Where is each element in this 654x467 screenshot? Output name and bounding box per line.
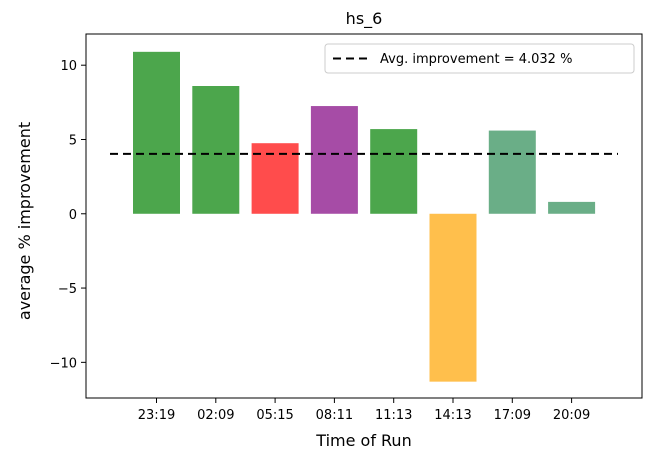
bar-2319 — [133, 51, 180, 214]
bar-0811 — [310, 106, 358, 214]
legend: Avg. improvement = 4.032 % — [324, 43, 635, 74]
y-tick-label: −10 — [50, 356, 77, 371]
x-tick-label: 02:09 — [197, 408, 234, 423]
y-tick-label: −5 — [58, 282, 77, 297]
y-tick-label: 0 — [69, 208, 77, 223]
y-tick-label: 10 — [60, 59, 77, 74]
legend-label: Avg. improvement = 4.032 % — [380, 52, 572, 67]
y-tick-label: 5 — [69, 133, 77, 148]
x-tick-label: 11:13 — [375, 408, 412, 423]
y-axis: −10 −5 0 5 10 — [50, 59, 86, 371]
x-axis: 23:19 02:09 05:15 08:11 11:13 14:13 17:09 20:09 — [138, 398, 590, 423]
y-axis-title: average % improvement — [15, 122, 34, 320]
legend-box — [324, 43, 635, 74]
x-tick-label: 20:09 — [553, 408, 590, 423]
bars-group — [133, 51, 596, 382]
plot-frame — [85, 33, 643, 399]
bar-1113 — [370, 129, 418, 214]
bar-2009 — [548, 201, 596, 214]
x-tick-label: 17:09 — [494, 408, 531, 423]
x-axis-title: Time of Run — [315, 431, 411, 450]
x-tick-label: 08:11 — [316, 408, 353, 423]
x-tick-label: 14:13 — [434, 408, 471, 423]
chart-title: hs_6 — [346, 9, 383, 29]
bar-1413 — [429, 213, 477, 382]
x-tick-label: 05:15 — [256, 408, 293, 423]
bar-0515 — [251, 143, 299, 214]
bar-1709 — [488, 130, 536, 214]
x-tick-label: 23:19 — [138, 408, 175, 423]
bar-0209 — [192, 86, 240, 214]
